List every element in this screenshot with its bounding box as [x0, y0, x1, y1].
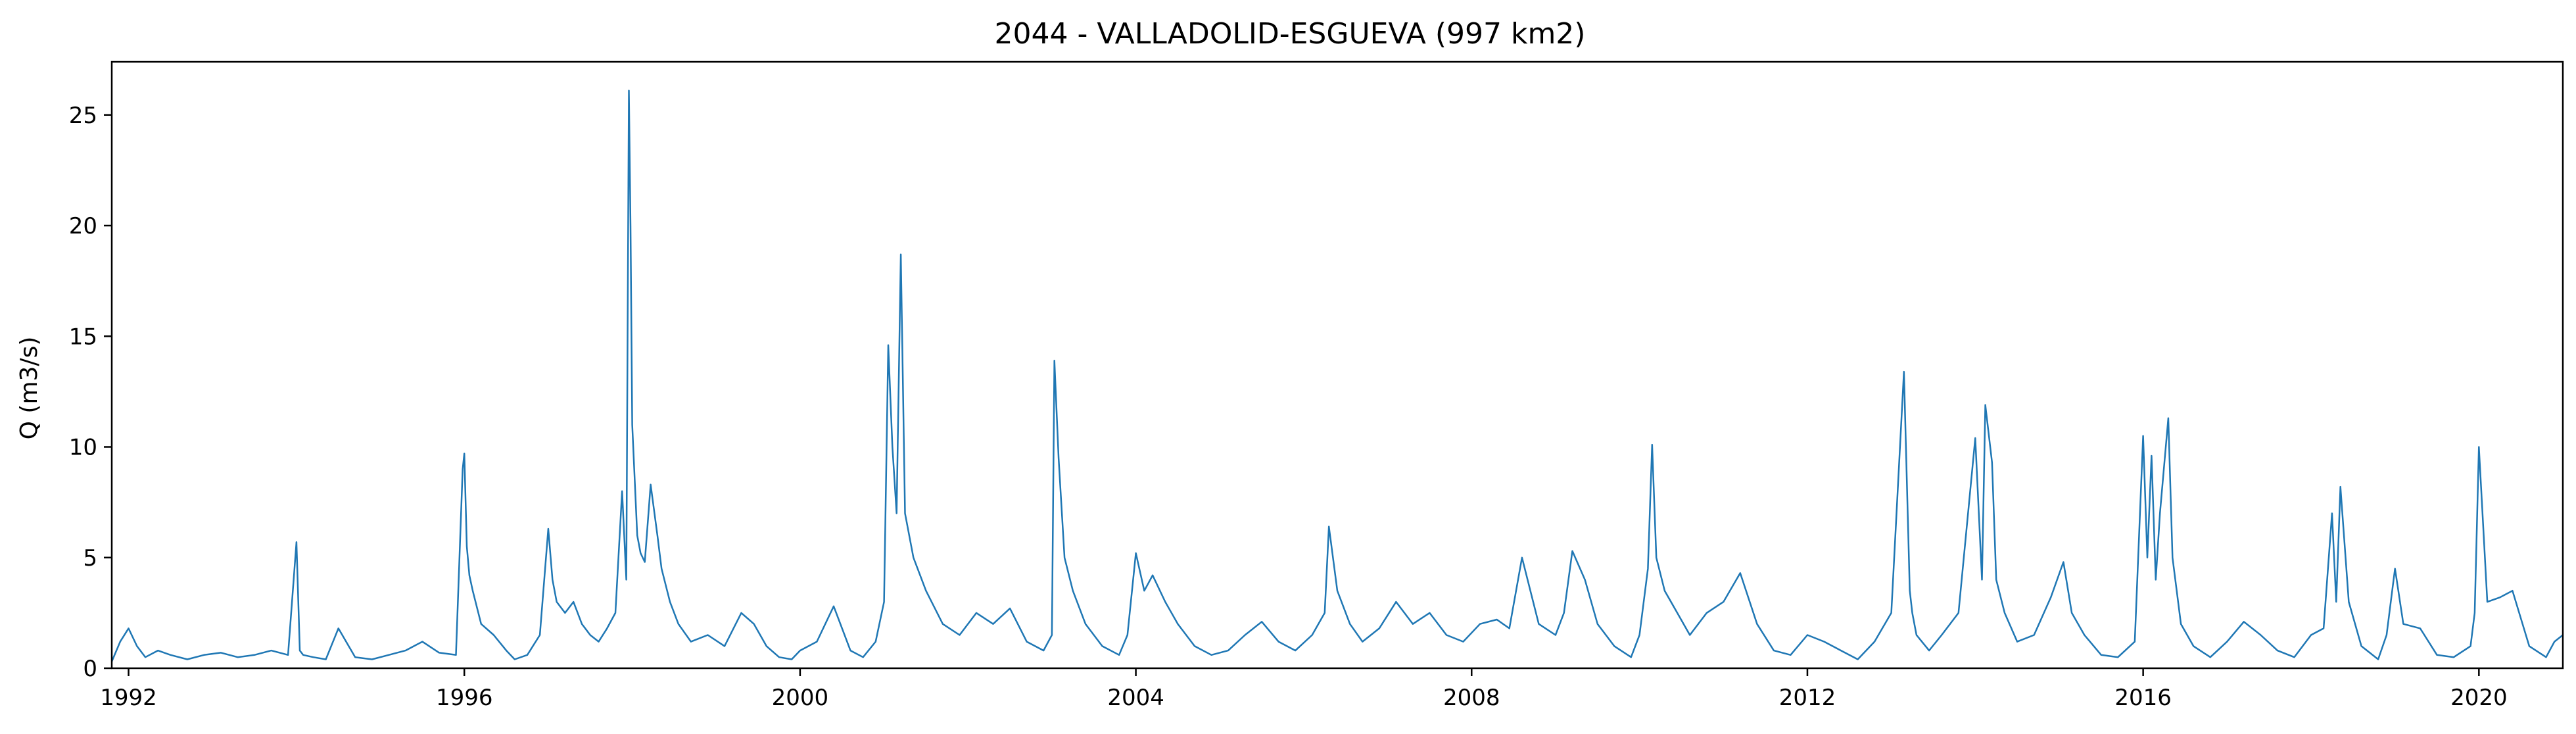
y-tick-label: 15: [69, 324, 97, 350]
x-axis: 1992 1996 2000 2004 2008 2012 2016 2020: [100, 668, 2508, 711]
x-tick-label: 2020: [2450, 685, 2508, 711]
y-tick-label: 20: [69, 213, 97, 239]
x-tick-label: 2000: [772, 685, 829, 711]
plot-area: [110, 89, 2564, 662]
x-tick-label: 1996: [436, 685, 493, 711]
y-tick-label: 0: [83, 656, 97, 682]
y-tick-label: 5: [83, 545, 97, 572]
discharge-line-0: [110, 89, 2564, 662]
x-tick-label: 2012: [1779, 685, 1836, 711]
chart-title: 2044 - VALLADOLID-ESGUEVA (997 km2): [995, 17, 1586, 51]
x-tick-label: 1992: [100, 685, 157, 711]
y-tick-label: 25: [69, 103, 97, 129]
plot-frame: [110, 61, 2564, 670]
x-tick-label: 2008: [1443, 685, 1500, 711]
x-tick-label: 2004: [1107, 685, 1164, 711]
y-axis: 0 5 10 15 20 25: [69, 103, 112, 682]
y-tick-label: 10: [69, 435, 97, 461]
y-axis-label: Q (m3/s): [16, 337, 43, 440]
x-tick-label: 2016: [2114, 685, 2172, 711]
